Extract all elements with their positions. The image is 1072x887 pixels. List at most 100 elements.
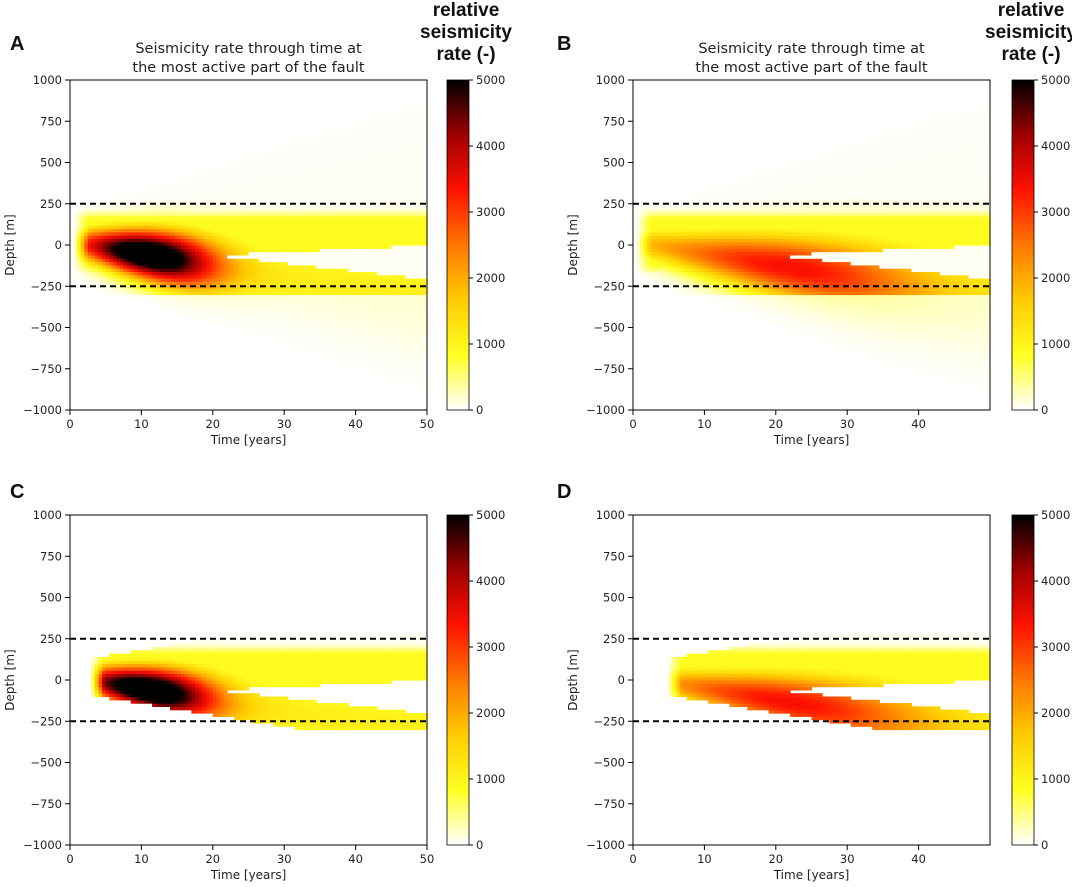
heatmap-cell — [84, 254, 89, 259]
heatmap-cell — [109, 278, 114, 282]
heatmap-cell — [194, 287, 200, 292]
heatmap-cell — [77, 251, 82, 256]
heatmap-cell — [227, 258, 232, 263]
heatmap-cell — [137, 202, 142, 206]
heatmap-cell — [73, 235, 78, 239]
heatmap-cell — [127, 198, 132, 203]
heatmap-cell — [112, 278, 118, 282]
heatmap-cell — [202, 228, 207, 233]
heatmap-cell — [127, 221, 132, 226]
heatmap-cell — [248, 155, 253, 160]
heatmap-cell — [212, 195, 217, 200]
heatmap-cell — [102, 258, 107, 263]
heatmap-cell — [227, 175, 232, 180]
heatmap-cell — [144, 238, 150, 243]
heatmap-cell — [212, 261, 217, 266]
heatmap-cell — [152, 254, 157, 259]
heatmap-cell — [73, 268, 78, 272]
heatmap-cell — [148, 225, 153, 230]
heatmap-cell — [119, 212, 125, 216]
heatmap-cell — [187, 311, 192, 315]
heatmap-cell — [162, 235, 167, 239]
heatmap-cell — [234, 317, 239, 322]
heatmap-cell — [202, 258, 207, 263]
heatmap-cell — [105, 281, 110, 286]
heatmap-cell — [84, 268, 89, 272]
heatmap-cell — [80, 205, 85, 210]
heatmap-cell — [212, 278, 217, 282]
heatmap-cell — [202, 215, 207, 220]
heatmap-cell — [194, 258, 200, 263]
heatmap-cell — [134, 241, 139, 246]
heatmap-cell — [184, 182, 189, 187]
heatmap-cell — [187, 287, 192, 292]
heatmap-cell — [166, 271, 171, 276]
heatmap-cell — [144, 254, 150, 259]
heatmap-cell — [198, 281, 203, 286]
heatmap-cell — [84, 281, 89, 286]
heatmap-cell — [244, 327, 250, 332]
heatmap-cell — [169, 228, 175, 233]
heatmap-cell — [112, 291, 118, 296]
heatmap-cell — [127, 245, 132, 249]
heatmap-cell — [180, 291, 185, 296]
heatmap-cell — [241, 225, 246, 230]
heatmap-cell — [223, 264, 228, 269]
heatmap-cell — [155, 195, 160, 200]
heatmap-cell — [219, 165, 225, 170]
heatmap-cell — [219, 238, 225, 243]
heatmap-cell — [116, 202, 121, 206]
heatmap-cell — [227, 261, 232, 266]
heatmap-cell — [177, 179, 182, 183]
heatmap-cell — [216, 274, 221, 279]
heatmap-cell — [98, 225, 103, 230]
heatmap-cell — [134, 294, 139, 299]
heatmap-cell — [98, 268, 103, 272]
heatmap-cell — [205, 212, 210, 216]
heatmap-cell — [180, 254, 185, 259]
heatmap-cell — [152, 291, 157, 296]
heatmap-cell — [212, 228, 217, 233]
heatmap — [73, 99, 428, 391]
heatmap-cell — [148, 254, 153, 259]
heatmap-cell — [205, 195, 210, 200]
heatmap-cell — [202, 231, 207, 236]
heatmap-cell — [162, 258, 167, 263]
heatmap-cell — [230, 188, 235, 193]
heatmap-cell — [134, 218, 139, 223]
heatmap-cell — [298, 139, 303, 144]
heatmap-cell — [141, 268, 146, 272]
heatmap-cell — [123, 258, 128, 263]
heatmap-cell — [205, 225, 210, 230]
heatmap-cell — [173, 198, 178, 203]
heatmap-cell — [209, 241, 214, 246]
heatmap-cell — [241, 185, 246, 190]
heatmap-cell — [77, 248, 82, 253]
heatmap-cell — [109, 271, 114, 276]
heatmap-cell — [91, 281, 96, 286]
heatmap-cell — [180, 195, 185, 200]
heatmap-cell — [227, 301, 232, 305]
heatmap-cell — [227, 235, 232, 239]
heatmap-cell — [134, 264, 139, 269]
heatmap-cell — [137, 274, 142, 279]
heatmap-cell — [177, 287, 182, 292]
heatmap-cell — [184, 264, 189, 269]
heatmap-cell — [230, 258, 235, 263]
heatmap-cell — [194, 215, 200, 220]
heatmap-cell — [98, 271, 103, 276]
heatmap-cell — [144, 248, 150, 253]
heatmap-cell — [80, 258, 85, 263]
heatmap-cell — [94, 268, 100, 272]
heatmap-cell — [187, 254, 192, 259]
heatmap-cell — [209, 304, 214, 309]
heatmap-cell — [398, 106, 403, 111]
heatmap-cell — [198, 314, 203, 319]
heatmap-cell — [191, 314, 196, 319]
heatmap-cell — [219, 195, 225, 200]
heatmap-cell — [194, 231, 200, 236]
heatmap-cell — [205, 271, 210, 276]
heatmap-cell — [112, 235, 118, 239]
heatmap-cell — [194, 195, 200, 200]
